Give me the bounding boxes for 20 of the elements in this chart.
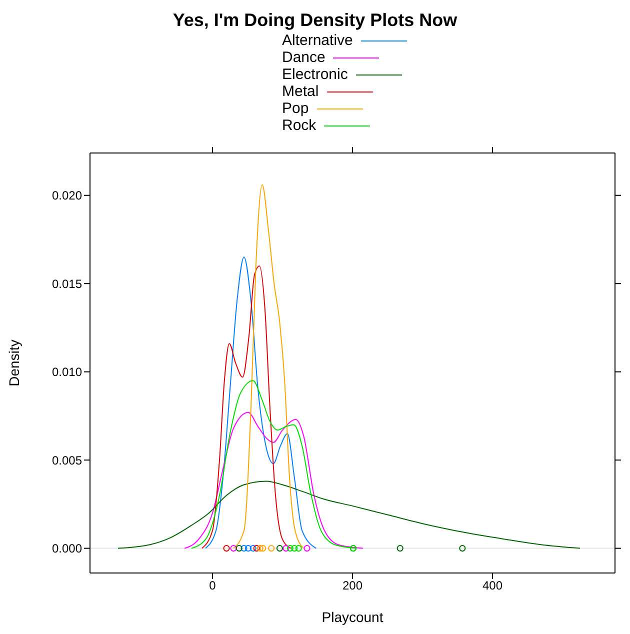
line-series (184, 412, 364, 549)
y-tick-label: 0.000 (52, 542, 82, 556)
x-tick-label: 200 (342, 578, 363, 593)
y-axis-title: Density (6, 340, 22, 386)
y-tick-label: 0.015 (52, 276, 82, 291)
legend-label: Dance (282, 49, 326, 66)
legend-label: Pop (282, 100, 309, 117)
y-tick-label: 0.010 (52, 365, 82, 380)
y-tick-label: 0.005 (52, 453, 82, 468)
legend-label: Electronic (282, 66, 348, 83)
chart-title: Yes, I'm Doing Density Plots Now (172, 10, 458, 31)
y-tick-label: 0.020 (52, 188, 82, 203)
x-tick-label: 400 (482, 578, 503, 593)
legend-label: Alternative (282, 32, 353, 49)
line-series (118, 480, 580, 549)
legend-label: Metal (282, 83, 319, 100)
x-axis-title: Playcount (322, 609, 384, 625)
line-series (205, 256, 317, 549)
legend-label: Rock (282, 117, 316, 134)
x-tick-label: 0 (209, 578, 216, 593)
